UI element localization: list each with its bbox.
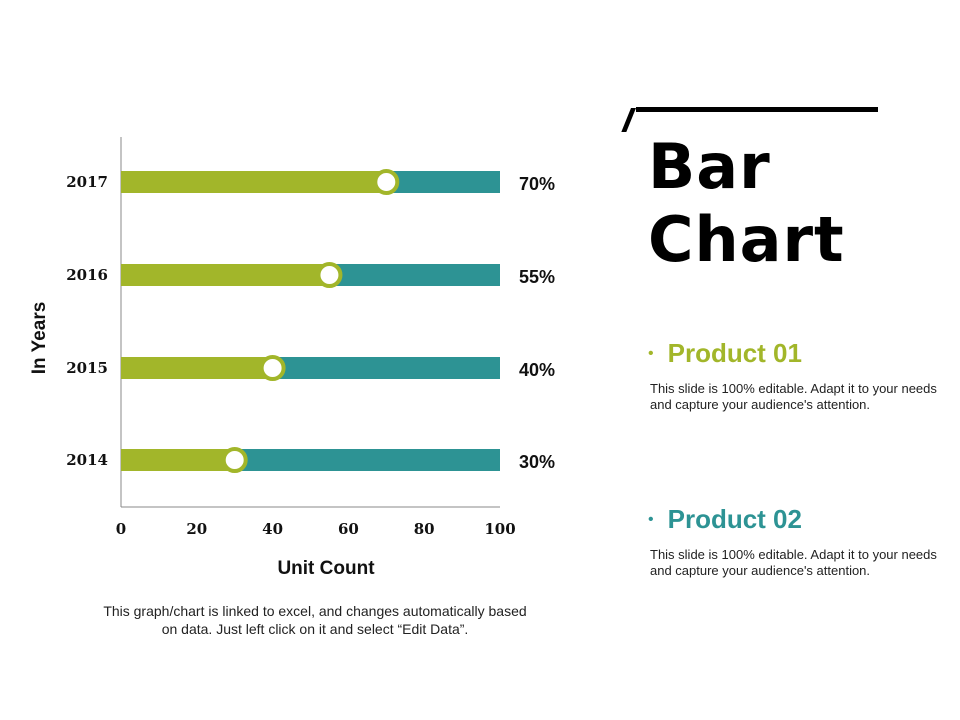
bar-value-2017 [121,171,387,193]
bar-knob-2016 [316,262,343,288]
x-tick-label: 0 [116,520,126,538]
data-label-2015: 40% [519,360,555,380]
product-01-name: Product 01 [667,338,802,368]
x-tick-label: 80 [414,520,435,538]
chart-note: This graph/chart is linked to excel, and… [103,603,527,637]
bullet-icon: • [648,344,654,362]
bar-value-2016 [121,264,330,286]
bullet-icon: • [648,510,654,528]
y-axis-title: In Years [29,302,50,375]
y-tick-label: 2017 [66,173,108,191]
product-01-description: This slide is 100% editable. Adapt it to… [650,381,937,412]
title-tick [621,108,636,132]
slide-title-line2: Chart [648,203,845,276]
bar-value-2015 [121,357,273,379]
slide-title-line1: Bar [648,130,771,203]
bar-knob-2015 [259,355,286,381]
x-axis-title: Unit Count [277,558,375,579]
product-02-description: This slide is 100% editable. Adapt it to… [650,547,937,578]
bar-knob-2017 [373,169,400,195]
y-tick-label: 2014 [66,451,108,469]
bar-chart: 2017 70% 2016 55% 2015 40% 2014 30% 0 20 40 60 80 10… [29,137,555,579]
bar-knob-2014 [221,447,248,473]
x-tick-label: 100 [484,520,515,538]
product-02-name: Product 02 [667,504,802,534]
data-label-2016: 55% [519,267,555,287]
y-tick-label: 2015 [66,359,108,377]
x-tick-label: 60 [338,520,359,538]
product-01: • Product 01 This slide is 100% editable… [648,338,948,413]
title-rule [636,107,878,112]
slide-title: Bar Chart [648,130,845,276]
bar-value-2014 [121,449,235,471]
data-label-2014: 30% [519,452,555,472]
x-tick-label: 20 [186,520,207,538]
data-label-2017: 70% [519,174,555,194]
y-tick-label: 2016 [66,266,108,284]
product-02: • Product 02 This slide is 100% editable… [648,504,948,579]
x-tick-label: 40 [262,520,283,538]
